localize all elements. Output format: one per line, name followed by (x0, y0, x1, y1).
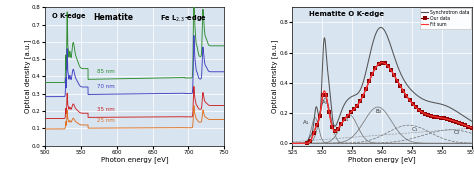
Fit sum (290, 142, 295, 145)
Our data (336, 127, 341, 130)
Synchrotron data (310, 124, 316, 126)
Legend: Synchrotron data, Our data, Fit sum: Synchrotron data, Our data, Fit sum (419, 8, 471, 29)
X-axis label: Photon energy [eV]: Photon energy [eV] (101, 156, 168, 163)
Synchrotron data (290, 142, 295, 145)
Fit sum (408, 100, 413, 103)
Text: O K-edge: O K-edge (52, 13, 85, 19)
Synchrotron data (369, 47, 374, 49)
Synchrotron data (471, 121, 474, 124)
Y-axis label: Optical density [a.u.]: Optical density [a.u.] (271, 40, 278, 113)
Synchrotron data (322, 37, 328, 39)
Line: Synchrotron data: Synchrotron data (292, 27, 474, 143)
Our data (323, 94, 329, 96)
Text: C$_1$: C$_1$ (411, 125, 419, 134)
Fit sum (430, 115, 436, 118)
Fit sum (379, 62, 385, 64)
Y-axis label: Optical density [a.u.]: Optical density [a.u.] (24, 40, 31, 113)
Text: A$_2$: A$_2$ (321, 98, 329, 107)
X-axis label: Photon energy [eV]: Photon energy [eV] (348, 156, 416, 163)
Text: Hematite: Hematite (93, 13, 133, 22)
Our data (379, 62, 384, 64)
Text: A$_1$: A$_1$ (301, 118, 310, 126)
Text: 85 nm: 85 nm (97, 69, 114, 74)
Text: 35 nm: 35 nm (97, 107, 114, 112)
Our data (366, 80, 372, 82)
Fit sum (397, 85, 403, 87)
Line: Fit sum: Fit sum (292, 63, 474, 143)
Text: 70 nm: 70 nm (97, 84, 114, 89)
Text: C$_2$: C$_2$ (453, 128, 461, 137)
Line: Our data: Our data (306, 61, 474, 145)
Text: B$_1$: B$_1$ (342, 115, 350, 124)
Our data (469, 127, 474, 129)
Text: Hematite O K-edge: Hematite O K-edge (309, 11, 384, 17)
Synchrotron data (451, 109, 457, 111)
Synchrotron data (378, 26, 383, 29)
Text: B$_2$: B$_2$ (375, 107, 383, 116)
Text: 25 nm: 25 nm (97, 118, 114, 123)
Our data (304, 142, 310, 144)
Fit sum (301, 142, 307, 145)
Text: Fe L$_{2,3}$-edge: Fe L$_{2,3}$-edge (161, 13, 208, 23)
Fit sum (449, 119, 455, 122)
Our data (456, 122, 462, 124)
Our data (345, 114, 350, 117)
Synchrotron data (361, 80, 366, 82)
Fit sum (402, 93, 408, 95)
Our data (472, 128, 474, 130)
